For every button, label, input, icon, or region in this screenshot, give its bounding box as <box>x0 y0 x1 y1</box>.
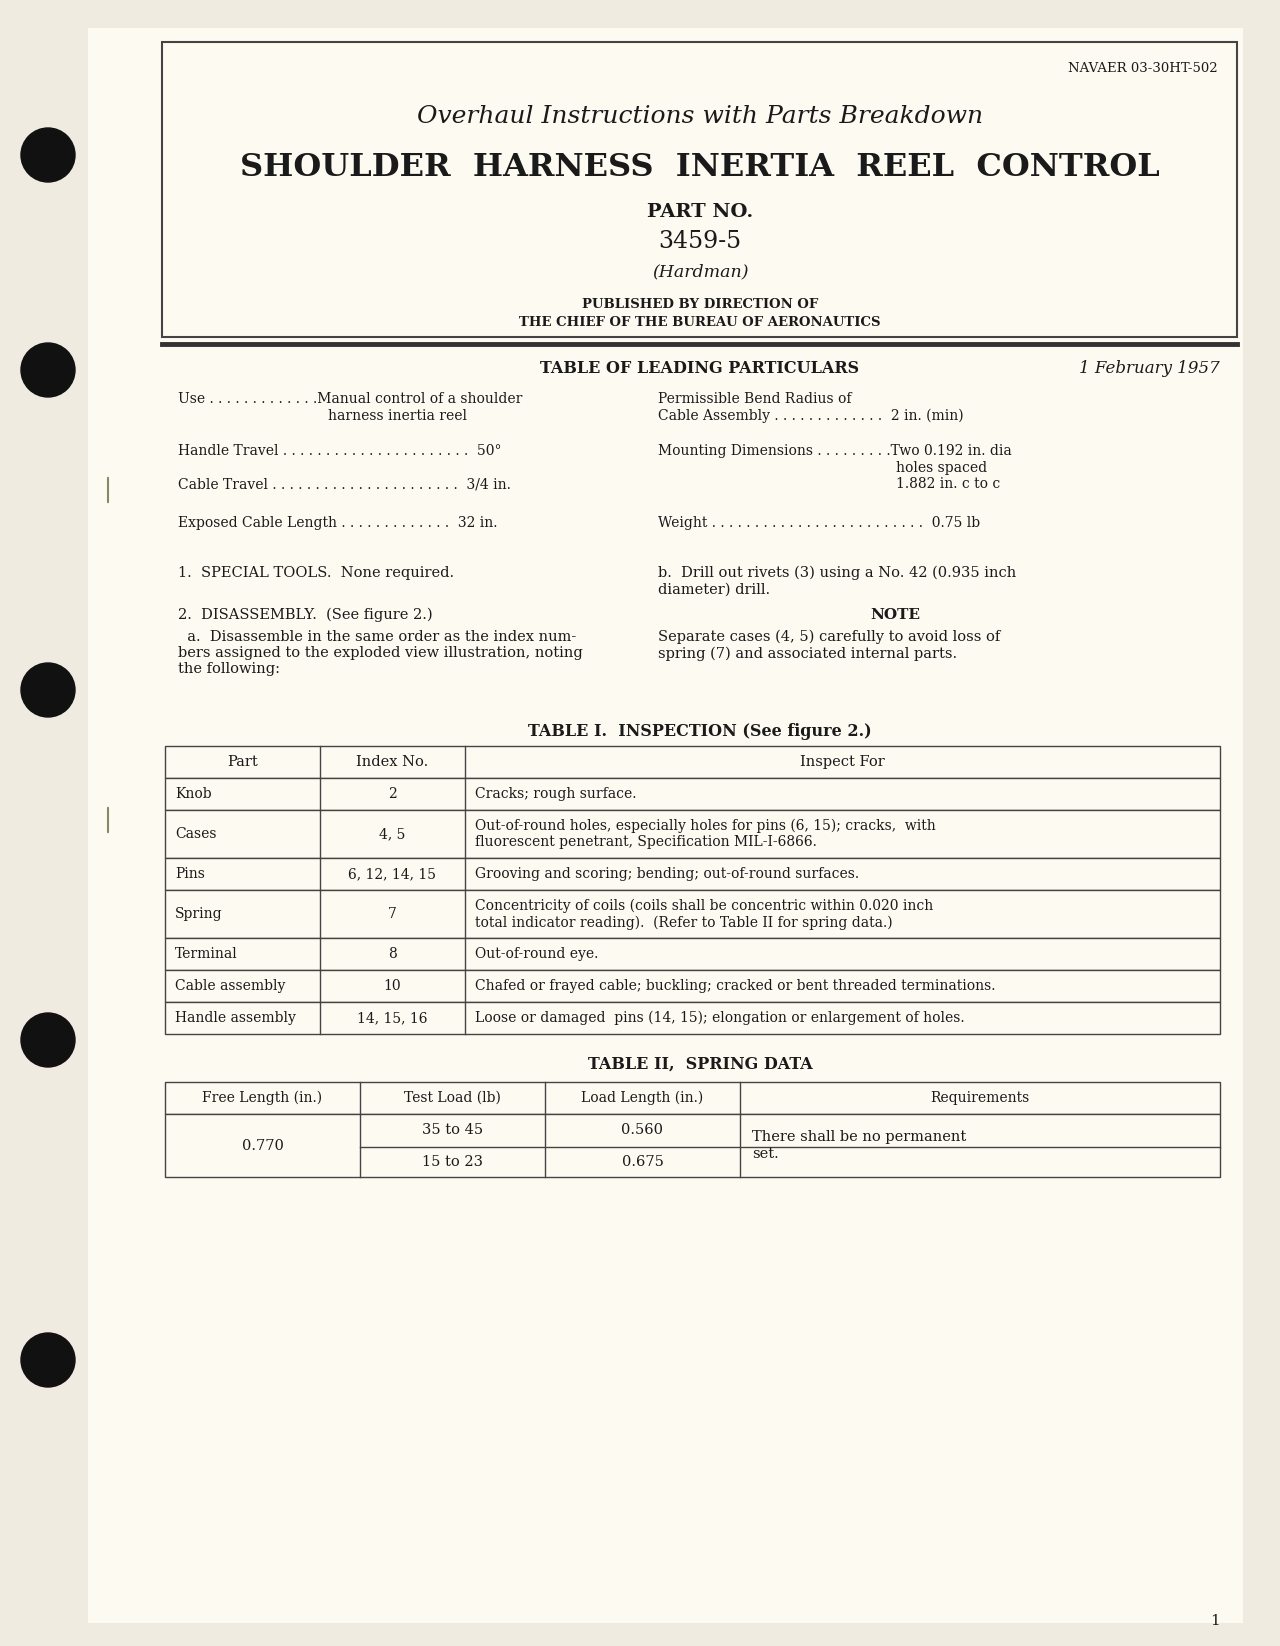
Text: NAVAER 03-30HT-502: NAVAER 03-30HT-502 <box>1069 63 1219 76</box>
Text: 2.  DISASSEMBLY.  (See figure 2.): 2. DISASSEMBLY. (See figure 2.) <box>178 607 433 622</box>
Circle shape <box>20 1333 76 1388</box>
Text: Free Length (in.): Free Length (in.) <box>202 1091 323 1104</box>
Text: Cable Assembly . . . . . . . . . . . . .  2 in. (min): Cable Assembly . . . . . . . . . . . . .… <box>658 408 964 423</box>
Text: 7: 7 <box>388 907 397 922</box>
Text: PART NO.: PART NO. <box>646 202 753 221</box>
Text: a.  Disassemble in the same order as the index num-
bers assigned to the explode: a. Disassemble in the same order as the … <box>178 630 582 677</box>
Text: Weight . . . . . . . . . . . . . . . . . . . . . . . . .  0.75 lb: Weight . . . . . . . . . . . . . . . . .… <box>658 515 980 530</box>
Text: 2: 2 <box>388 787 397 802</box>
Text: Cases: Cases <box>175 826 216 841</box>
Text: Permissible Bend Radius of: Permissible Bend Radius of <box>658 392 851 407</box>
Bar <box>165 810 1220 858</box>
Text: Cable Travel . . . . . . . . . . . . . . . . . . . . . .  3/4 in.: Cable Travel . . . . . . . . . . . . . .… <box>178 477 511 491</box>
Text: TABLE I.  INSPECTION (See figure 2.): TABLE I. INSPECTION (See figure 2.) <box>529 723 872 741</box>
Text: (Hardman): (Hardman) <box>652 263 749 280</box>
Text: 0.770: 0.770 <box>242 1139 283 1152</box>
Bar <box>165 890 1220 938</box>
Bar <box>165 969 1220 1002</box>
Bar <box>165 938 1220 969</box>
Text: Spring: Spring <box>175 907 223 922</box>
Text: Requirements: Requirements <box>931 1091 1029 1104</box>
Bar <box>165 1002 1220 1034</box>
Circle shape <box>20 128 76 183</box>
Text: 4, 5: 4, 5 <box>379 826 406 841</box>
Text: 35 to 45: 35 to 45 <box>422 1124 483 1137</box>
Circle shape <box>20 342 76 397</box>
Text: b.  Drill out rivets (3) using a No. 42 (0.935 inch
diameter) drill.: b. Drill out rivets (3) using a No. 42 (… <box>658 566 1016 596</box>
Text: Part: Part <box>227 756 257 769</box>
Text: 6, 12, 14, 15: 6, 12, 14, 15 <box>348 867 436 881</box>
Bar <box>165 779 1220 810</box>
Text: Index No.: Index No. <box>356 756 429 769</box>
Text: 8: 8 <box>388 946 397 961</box>
Text: SHOULDER  HARNESS  INERTIA  REEL  CONTROL: SHOULDER HARNESS INERTIA REEL CONTROL <box>241 151 1160 183</box>
Text: Cracks; rough surface.: Cracks; rough surface. <box>475 787 636 802</box>
Text: Test Load (lb): Test Load (lb) <box>404 1091 500 1104</box>
Text: Loose or damaged  pins (14, 15); elongation or enlargement of holes.: Loose or damaged pins (14, 15); elongati… <box>475 1011 965 1025</box>
Text: 1: 1 <box>1211 1615 1220 1628</box>
Text: 14, 15, 16: 14, 15, 16 <box>357 1011 428 1025</box>
Text: Grooving and scoring; bending; out-of-round surfaces.: Grooving and scoring; bending; out-of-ro… <box>475 867 859 881</box>
Text: 0.560: 0.560 <box>622 1124 663 1137</box>
Text: There shall be no permanent
set.: There shall be no permanent set. <box>753 1131 966 1160</box>
Text: NOTE: NOTE <box>870 607 920 622</box>
Text: Handle Travel . . . . . . . . . . . . . . . . . . . . . .  50°: Handle Travel . . . . . . . . . . . . . … <box>178 444 502 458</box>
Text: 1.  SPECIAL TOOLS.  None required.: 1. SPECIAL TOOLS. None required. <box>178 566 454 579</box>
Text: TABLE II,  SPRING DATA: TABLE II, SPRING DATA <box>588 1057 813 1073</box>
Text: Cable assembly: Cable assembly <box>175 979 285 993</box>
Text: TABLE OF LEADING PARTICULARS: TABLE OF LEADING PARTICULARS <box>540 360 860 377</box>
Text: 10: 10 <box>384 979 402 993</box>
Text: harness inertia reel: harness inertia reel <box>328 408 467 423</box>
Bar <box>165 746 1220 779</box>
Bar <box>165 1081 1220 1114</box>
Circle shape <box>20 1012 76 1067</box>
Circle shape <box>20 663 76 718</box>
Text: Inspect For: Inspect For <box>800 756 884 769</box>
Text: Concentricity of coils (coils shall be concentric within 0.020 inch
total indica: Concentricity of coils (coils shall be c… <box>475 899 933 930</box>
Text: PUBLISHED BY DIRECTION OF: PUBLISHED BY DIRECTION OF <box>582 298 818 311</box>
Text: 3459-5: 3459-5 <box>658 230 741 253</box>
Text: Knob: Knob <box>175 787 211 802</box>
Text: holes spaced: holes spaced <box>896 461 987 476</box>
Text: 1.882 in. c to c: 1.882 in. c to c <box>896 477 1000 491</box>
Text: 0.675: 0.675 <box>622 1155 663 1169</box>
Text: 1 February 1957: 1 February 1957 <box>1079 360 1220 377</box>
Text: Use . . . . . . . . . . . . .Manual control of a shoulder: Use . . . . . . . . . . . . .Manual cont… <box>178 392 522 407</box>
Text: Out-of-round eye.: Out-of-round eye. <box>475 946 598 961</box>
Text: Mounting Dimensions . . . . . . . . .Two 0.192 in. dia: Mounting Dimensions . . . . . . . . .Two… <box>658 444 1011 458</box>
Bar <box>165 1114 1220 1177</box>
Text: Separate cases (4, 5) carefully to avoid loss of
spring (7) and associated inter: Separate cases (4, 5) carefully to avoid… <box>658 630 1000 662</box>
Text: 15 to 23: 15 to 23 <box>422 1155 483 1169</box>
Text: Out-of-round holes, especially holes for pins (6, 15); cracks,  with
fluorescent: Out-of-round holes, especially holes for… <box>475 818 936 849</box>
Text: Handle assembly: Handle assembly <box>175 1011 296 1025</box>
Text: Chafed or frayed cable; buckling; cracked or bent threaded terminations.: Chafed or frayed cable; buckling; cracke… <box>475 979 996 993</box>
Bar <box>163 43 1236 337</box>
Text: Pins: Pins <box>175 867 205 881</box>
Text: Terminal: Terminal <box>175 946 238 961</box>
Text: THE CHIEF OF THE BUREAU OF AERONAUTICS: THE CHIEF OF THE BUREAU OF AERONAUTICS <box>520 316 881 329</box>
Text: Exposed Cable Length . . . . . . . . . . . . .  32 in.: Exposed Cable Length . . . . . . . . . .… <box>178 515 498 530</box>
Text: Load Length (in.): Load Length (in.) <box>581 1091 704 1104</box>
Bar <box>165 858 1220 890</box>
Text: Overhaul Instructions with Parts Breakdown: Overhaul Instructions with Parts Breakdo… <box>417 105 983 128</box>
